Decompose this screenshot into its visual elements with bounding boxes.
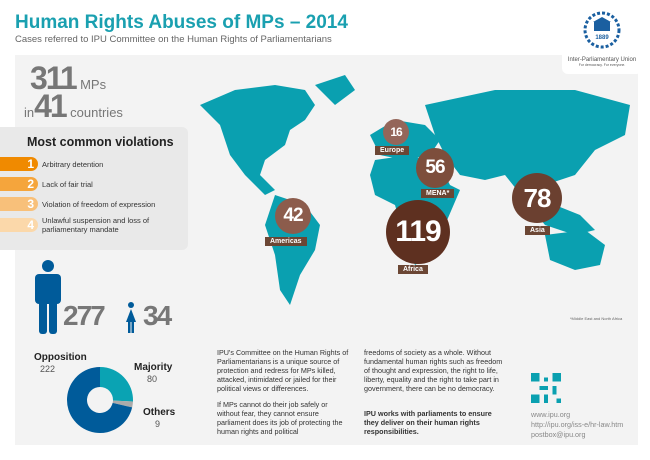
legend-opposition: Opposition xyxy=(34,352,87,363)
violation-label: Arbitrary detention xyxy=(42,160,104,169)
page-subtitle: Cases referred to IPU Committee on the H… xyxy=(15,34,332,45)
value-opposition: 222 xyxy=(40,364,56,374)
qr-code-icon[interactable] xyxy=(531,373,561,403)
legend-majority: Majority xyxy=(134,362,173,373)
email-link[interactable]: postbox@ipu.org xyxy=(531,430,586,439)
affiliation-donut-chart xyxy=(67,367,133,433)
asia xyxy=(425,90,630,200)
body-text-2: If MPs cannot do their job safely or wit… xyxy=(217,400,343,436)
woman-icon xyxy=(126,302,136,333)
region-bubble-mena: 56 xyxy=(416,148,454,188)
logo-name: Inter-Parliamentary Union xyxy=(567,57,637,63)
in-label: in xyxy=(24,105,35,120)
world-map xyxy=(200,75,630,305)
region-bubble-europe: 16 xyxy=(383,119,409,145)
ipu-emblem-icon: 1889 xyxy=(583,11,621,49)
violation-number: 1 xyxy=(0,157,38,171)
violation-label: Unlawful suspension and loss of parliame… xyxy=(42,216,150,234)
australia xyxy=(545,230,605,270)
region-bubble-africa: 119 xyxy=(386,200,450,264)
countries-label: countries xyxy=(70,105,123,120)
mps-label: MPs xyxy=(80,77,107,92)
donut-slice-others xyxy=(112,400,133,408)
violations-title: Most common violations xyxy=(27,135,174,149)
footnote: *Middle East and North Africa xyxy=(570,316,623,321)
greenland xyxy=(315,75,355,105)
body-text-4: IPU works with parliaments to ensure the… xyxy=(364,409,492,436)
violation-label: Lack of fair trial xyxy=(42,180,93,189)
ipu-logo: 1889 Inter-Parliamentary Union For democ… xyxy=(562,10,642,74)
body-text-1: IPU's Committee on the Human Rights of P… xyxy=(217,348,349,393)
website-link[interactable]: www.ipu.org xyxy=(531,410,571,419)
region-bubble-americas: 42 xyxy=(275,198,311,234)
violation-label: Violation of freedom of expression xyxy=(42,200,156,209)
value-others: 9 xyxy=(155,419,161,429)
men-count: 277 xyxy=(63,300,106,331)
body-text-3: freedoms of society as a whole. Without … xyxy=(364,348,503,393)
violation-number: 4 xyxy=(0,218,38,232)
donut-slice-majority xyxy=(100,367,133,402)
logo-tagline: For democracy. For everyone. xyxy=(578,63,626,67)
donut-slice-opposition xyxy=(67,367,133,433)
legend-others: Others xyxy=(143,407,176,418)
north-america xyxy=(200,85,315,195)
region-label-africa: Africa xyxy=(398,265,428,274)
total-countries: in41 countries xyxy=(24,88,123,125)
violation-number: 2 xyxy=(0,177,38,191)
region-label-europe: Europe xyxy=(375,146,410,155)
violation-number: 3 xyxy=(0,197,38,211)
region-label-asia: Asia xyxy=(525,226,550,235)
region-label-mena: MENA* xyxy=(421,189,455,198)
region-bubble-asia: 78 xyxy=(512,173,562,223)
man-icon xyxy=(35,260,61,334)
total-mps: 311 MPs xyxy=(30,60,106,97)
hr-law-link[interactable]: http://ipu.org/iss-e/hr-law.htm xyxy=(531,420,624,429)
countries-count: 41 xyxy=(34,88,68,124)
mps-count: 311 xyxy=(30,60,78,96)
logo-year: 1889 xyxy=(595,35,609,41)
page-title: Human Rights Abuses of MPs – 2014 xyxy=(15,12,348,33)
value-majority: 80 xyxy=(147,374,158,384)
violations-panel: Most common violations 1 Arbitrary detent… xyxy=(0,127,188,250)
region-label-americas: Americas xyxy=(265,237,307,246)
women-count: 34 xyxy=(143,300,172,331)
